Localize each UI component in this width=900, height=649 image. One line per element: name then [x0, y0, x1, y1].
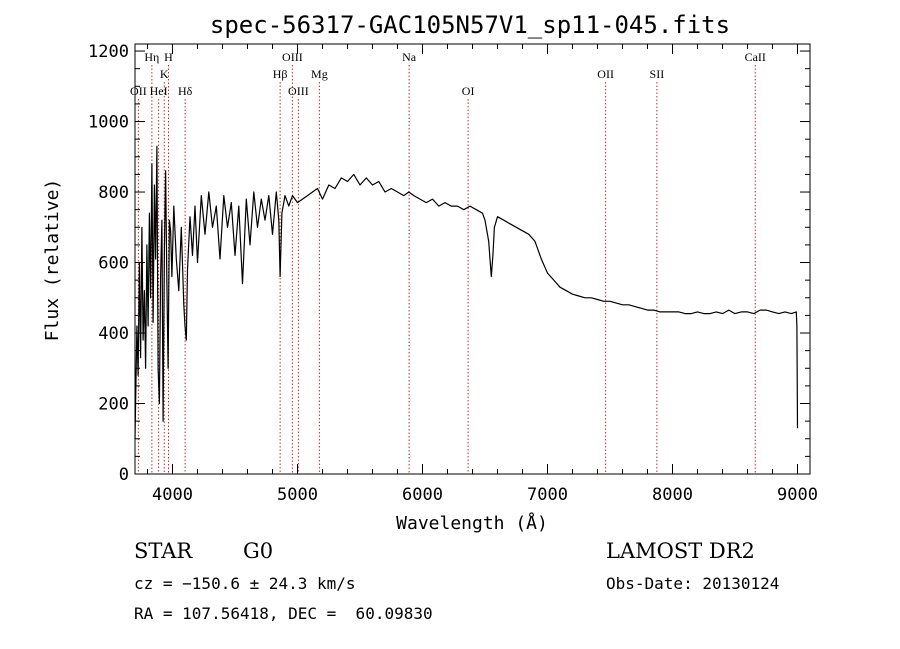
y-tick-label: 800 [98, 183, 129, 203]
y-tick-label: 200 [98, 395, 129, 415]
plot-frame [134, 43, 811, 475]
y-tick-label: 0 [119, 465, 129, 485]
marker-label: H [164, 50, 173, 64]
x-tick-label: 5000 [277, 485, 318, 505]
y-tick-label: 400 [98, 324, 129, 344]
marker-label: OIII [288, 84, 309, 98]
axis-ticks: 4000 5000 6000 7000 8000 9000 0 200 400 600 800 100… [88, 42, 818, 505]
coordinates: RA = 107.56418, DEC = 60.09830 [134, 604, 433, 623]
marker-label: Mg [311, 67, 328, 81]
y-tick-label: 1000 [88, 113, 129, 133]
x-tick-label: 9000 [777, 485, 818, 505]
redshift-info: cz = −150.6 ± 24.3 km/s [134, 574, 356, 593]
chart-title: spec-56317-GAC105N57V1_sp11-045.fits [210, 11, 730, 39]
y-tick-label: 1200 [88, 42, 129, 62]
marker-label: CaII [745, 50, 766, 64]
marker-label: Hη [144, 50, 159, 64]
marker-label: Hβ [273, 67, 288, 81]
marker-label: SII [650, 67, 665, 81]
x-tick-label: 4000 [152, 485, 193, 505]
survey-name: LAMOST DR2 [606, 539, 755, 563]
spectrum-line [134, 145, 799, 439]
x-axis-label: Wavelength (Å) [396, 512, 548, 534]
spectral-subclass: G0 [243, 539, 274, 563]
observation-date: Obs-Date: 20130124 [606, 574, 780, 593]
marker-label: HeI [150, 84, 168, 98]
marker-label: OII [130, 84, 147, 98]
y-tick-label: 600 [98, 254, 129, 274]
marker-label: K [160, 67, 169, 81]
x-tick-label: 7000 [527, 485, 568, 505]
marker-label: OII [597, 67, 614, 81]
marker-label: OI [462, 84, 475, 98]
marker-label: OIII [282, 50, 303, 64]
x-tick-label: 6000 [402, 485, 443, 505]
marker-label: Hδ [178, 84, 193, 98]
x-tick-label: 8000 [652, 485, 693, 505]
marker-label: Na [402, 50, 417, 64]
y-axis-label: Flux (relative) [42, 179, 63, 342]
object-class: STAR [134, 539, 193, 563]
